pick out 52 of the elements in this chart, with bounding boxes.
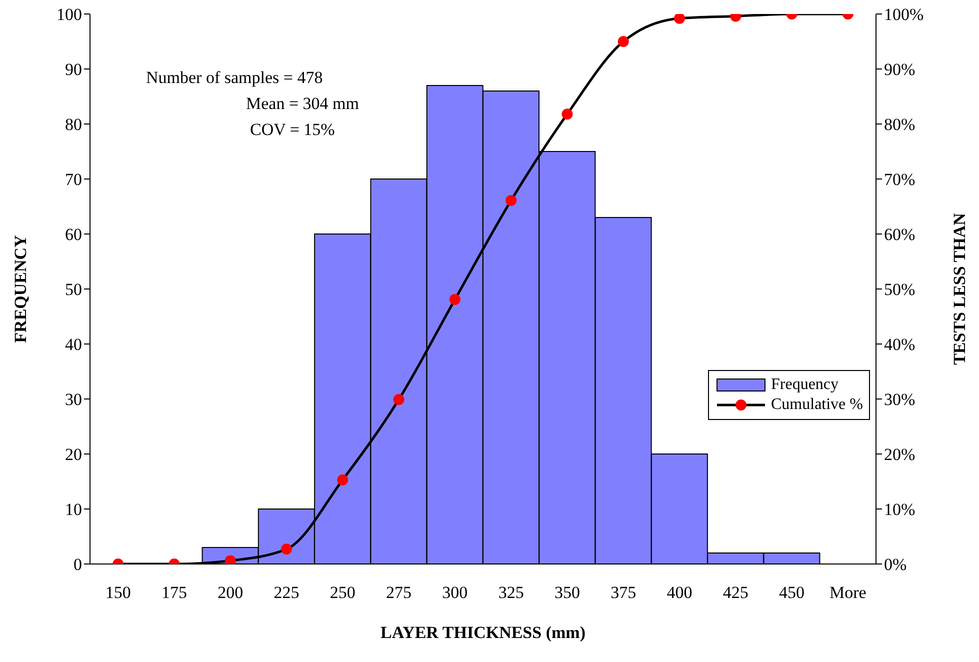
y2-tick-label: 80% bbox=[884, 115, 916, 134]
point bbox=[674, 14, 685, 24]
x-tick-label: 350 bbox=[554, 583, 580, 602]
x-tick-label: 400 bbox=[666, 583, 692, 602]
x-tick-label: 150 bbox=[105, 583, 131, 602]
x-axis-title: LAYER THICKNESS (mm) bbox=[380, 623, 586, 642]
point bbox=[337, 474, 348, 486]
y-tick-label: 30 bbox=[65, 390, 82, 410]
y-tick-label: 10 bbox=[65, 500, 82, 520]
x-tick-label: More bbox=[830, 583, 866, 602]
point bbox=[281, 544, 292, 555]
y2-tick-label: 90% bbox=[884, 60, 916, 80]
y-tick-label: 40 bbox=[65, 335, 82, 354]
y2-tick-label: 60% bbox=[884, 225, 916, 244]
x-tick-label: 275 bbox=[386, 583, 412, 602]
x-tick-label: 225 bbox=[274, 583, 300, 602]
y-tick-label: 0 bbox=[74, 555, 82, 574]
y2-tick-label: 30% bbox=[884, 390, 916, 410]
annotation: Number of samples = 478 bbox=[146, 68, 323, 88]
y2-tick-label: 40% bbox=[884, 335, 916, 354]
point bbox=[506, 194, 517, 206]
y-tick-label: 90 bbox=[65, 60, 82, 80]
x-tick-label: 450 bbox=[779, 583, 805, 602]
legend-label: Frequency bbox=[771, 376, 839, 394]
annotation: Mean = 304 mm bbox=[246, 94, 359, 114]
x-tick-label: 425 bbox=[722, 583, 748, 602]
point bbox=[562, 108, 573, 120]
annotation: COV = 15% bbox=[250, 120, 335, 140]
y-tick-label: 70 bbox=[65, 170, 82, 190]
y2-tick-label: 10% bbox=[884, 500, 916, 520]
y2-tick-label: 100% bbox=[884, 5, 924, 24]
point bbox=[449, 294, 460, 305]
x-tick-label: 375 bbox=[610, 583, 636, 602]
y-tick-label: 50 bbox=[65, 280, 82, 300]
y-tick-label: 60 bbox=[65, 225, 82, 244]
point bbox=[618, 36, 629, 47]
x-tick-label: 200 bbox=[218, 583, 244, 602]
x-tick-label: 250 bbox=[330, 583, 356, 602]
y-axis-title: FREQUENCY bbox=[11, 235, 30, 343]
y-tick-label: 20 bbox=[65, 445, 82, 464]
y2-tick-label: 0% bbox=[884, 555, 907, 574]
y2-axis-title: TESTS LESS THAN bbox=[950, 212, 970, 365]
y-tick-label: 100 bbox=[56, 5, 82, 24]
y2-tick-label: 20% bbox=[884, 445, 916, 464]
x-tick-label: 325 bbox=[498, 583, 524, 602]
y2-tick-label: 50% bbox=[884, 280, 916, 300]
point bbox=[393, 394, 404, 406]
x-tick-label: 300 bbox=[442, 583, 468, 602]
y2-tick-label: 70% bbox=[884, 170, 916, 190]
y-tick-label: 80 bbox=[65, 115, 82, 134]
legend-label: Cumulative % bbox=[771, 396, 863, 414]
x-tick-label: 175 bbox=[161, 583, 187, 602]
